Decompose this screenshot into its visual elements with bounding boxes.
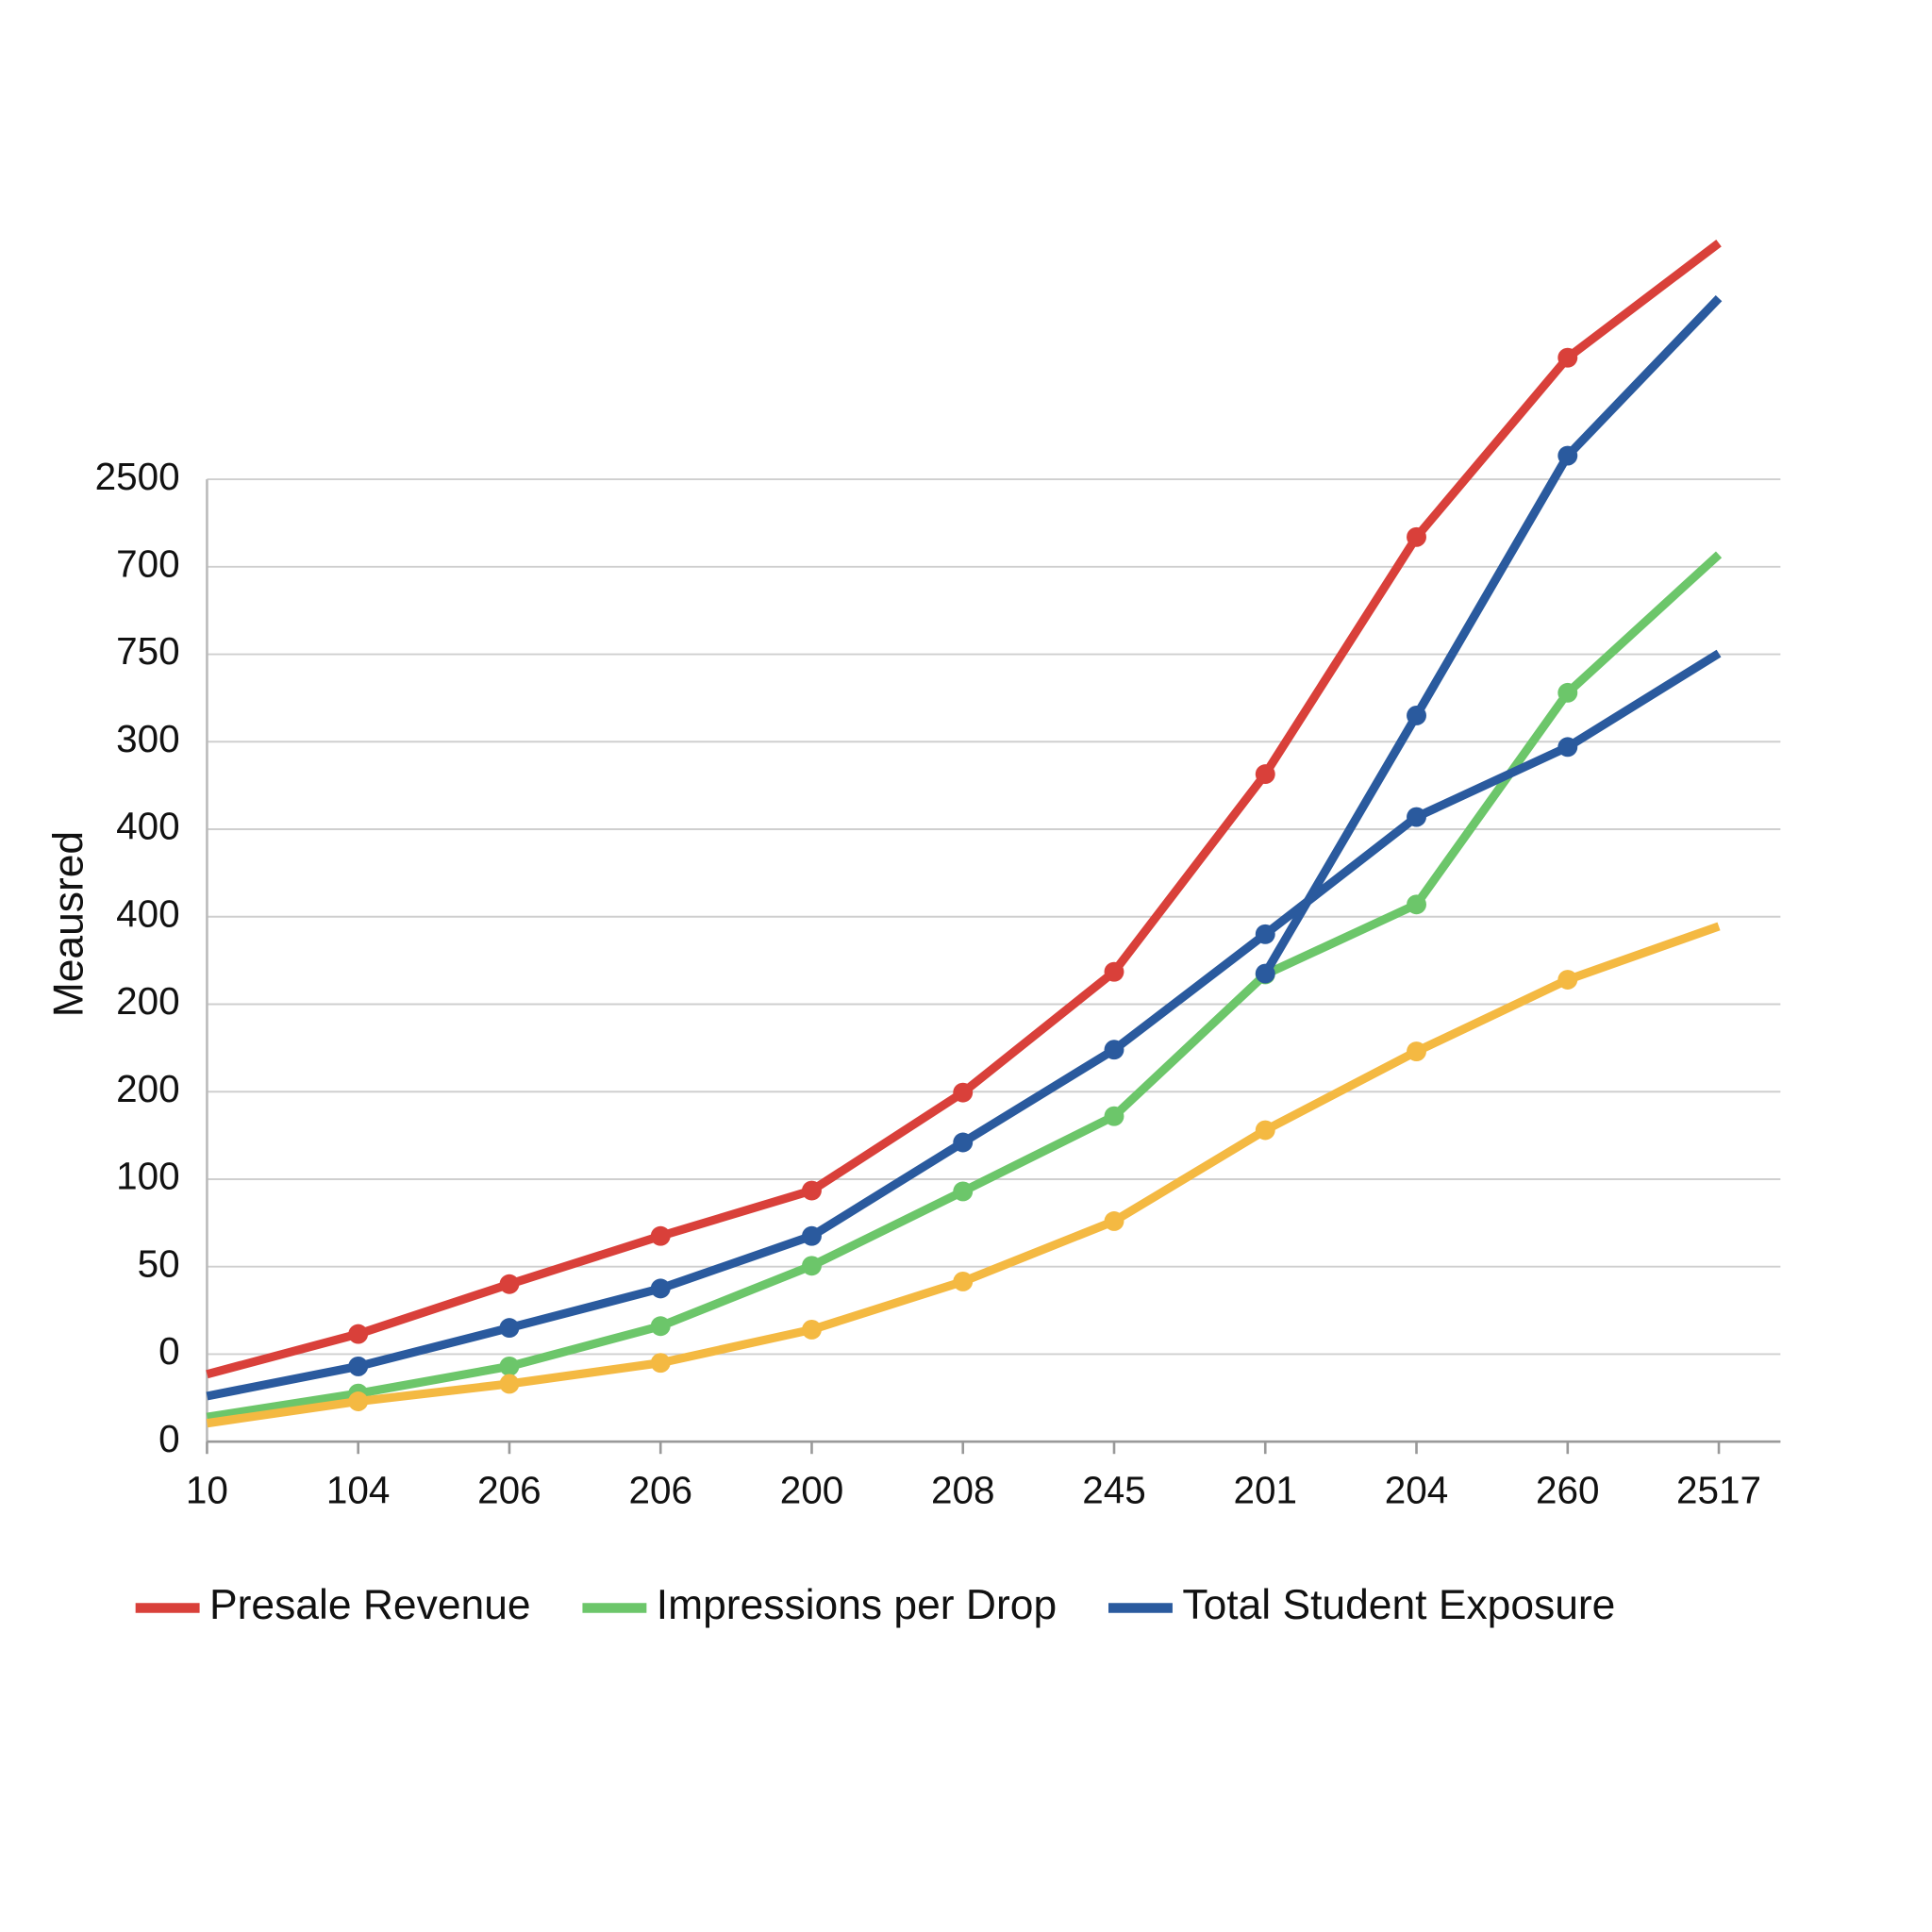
- y-tick-label: 0: [158, 1329, 180, 1373]
- x-tick-label: 245: [1082, 1469, 1146, 1512]
- series-marker: [650, 1225, 671, 1246]
- series-marker: [802, 1180, 822, 1201]
- y-tick-label: 400: [116, 891, 180, 935]
- series-marker: [1557, 445, 1578, 466]
- series-marker: [1255, 963, 1275, 984]
- series-marker: [1407, 706, 1426, 725]
- x-tick-label: 206: [477, 1469, 541, 1512]
- series-marker: [499, 1374, 520, 1394]
- x-tick-label: 10: [186, 1469, 228, 1512]
- series-marker: [348, 1324, 369, 1344]
- series-marker: [1407, 1041, 1426, 1062]
- y-tick-label: 700: [116, 542, 180, 586]
- series-marker: [1557, 737, 1578, 758]
- series-marker: [953, 1082, 974, 1103]
- x-tick-label: 208: [931, 1469, 995, 1512]
- series-marker: [1255, 924, 1275, 944]
- series-line: [1261, 294, 1723, 976]
- y-tick-label: 750: [116, 629, 180, 673]
- series-marker: [650, 1278, 671, 1299]
- series-marker: [1104, 1211, 1124, 1231]
- series-marker: [1255, 764, 1275, 785]
- y-tick-label: 2500: [95, 455, 180, 498]
- series-marker: [1104, 1106, 1124, 1126]
- series-marker: [1407, 807, 1426, 827]
- series-marker: [1407, 894, 1426, 915]
- x-tick-label: 260: [1536, 1469, 1600, 1512]
- legend-label: Total Student Exposure: [1182, 1582, 1615, 1628]
- x-tick-label: 206: [628, 1469, 692, 1512]
- series-marker: [1104, 961, 1124, 982]
- series-marker: [1407, 526, 1426, 547]
- series-marker: [1557, 682, 1578, 703]
- legend-label: Impressions per Drop: [657, 1582, 1057, 1628]
- series-marker: [499, 1318, 520, 1339]
- series-marker: [650, 1316, 671, 1337]
- series-marker: [650, 1353, 671, 1374]
- y-tick-label: 50: [138, 1241, 180, 1285]
- series-marker: [1557, 347, 1578, 368]
- series-line: [206, 240, 1722, 1379]
- series-marker: [1557, 970, 1578, 990]
- series-marker: [953, 1132, 974, 1153]
- y-tick-label: 0: [158, 1417, 180, 1460]
- x-tick-label: 2517: [1676, 1469, 1761, 1512]
- y-tick-label: 100: [116, 1155, 180, 1198]
- y-tick-label: 200: [116, 1067, 180, 1110]
- x-tick-label: 104: [326, 1469, 391, 1512]
- series-marker: [953, 1272, 974, 1291]
- x-tick-label: 201: [1233, 1469, 1297, 1512]
- series-marker: [499, 1356, 520, 1376]
- series-marker: [802, 1225, 822, 1246]
- series-marker: [348, 1391, 369, 1411]
- series-marker: [499, 1274, 520, 1294]
- y-axis-label: Meausred: [45, 831, 92, 1017]
- series-marker: [348, 1356, 369, 1376]
- y-tick-label: 400: [116, 805, 180, 848]
- series-marker: [953, 1181, 974, 1202]
- y-tick-label: 200: [116, 979, 180, 1023]
- x-tick-label: 200: [780, 1469, 844, 1512]
- series-marker: [1255, 1120, 1275, 1141]
- series-marker: [802, 1256, 822, 1276]
- x-tick-label: 204: [1385, 1469, 1449, 1512]
- series-marker: [1104, 1040, 1124, 1060]
- series-marker: [802, 1320, 822, 1340]
- legend-label: Presale Revenue: [209, 1582, 531, 1628]
- y-tick-label: 300: [116, 717, 180, 760]
